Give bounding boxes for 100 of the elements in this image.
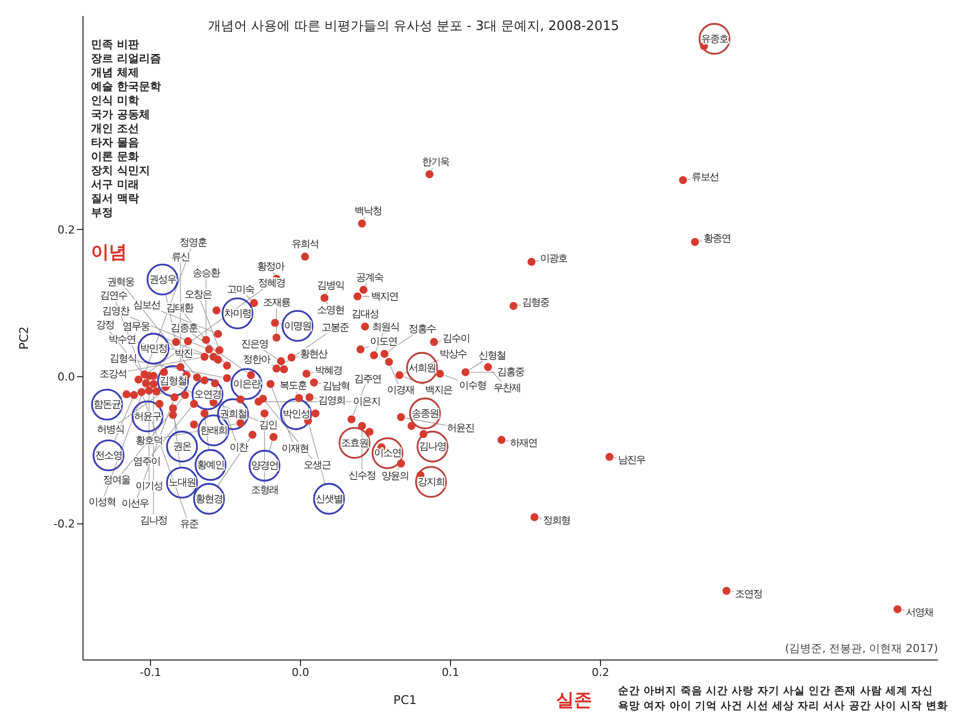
annotation: 허윤진 [447, 422, 474, 434]
annotation: 박인성 [282, 408, 310, 420]
annotation: 이광호 [540, 253, 568, 264]
annotation: 이은지 [352, 396, 380, 408]
annotation: 이수형 [459, 380, 486, 392]
annotation: 김대성 [352, 308, 378, 320]
annotation: 이찬 [229, 442, 248, 454]
annotation: 이재현 [282, 442, 309, 454]
annotation: 정혜경 [258, 278, 285, 289]
annotation: 백지연 [370, 290, 398, 302]
annotation: 유준 [180, 518, 199, 530]
annotation: 박상수 [440, 348, 468, 360]
annotation: 황정아 [257, 260, 286, 272]
annotation: 노대원 [168, 477, 196, 488]
annotation: 서희원 [408, 362, 436, 374]
y-tick-label: 0.2 [58, 223, 75, 236]
annotation: 김영희 [318, 395, 346, 406]
x-tick-label: 0.0 [292, 666, 310, 679]
annotation: 양경언 [251, 460, 278, 472]
x-tick-label: 0.2 [592, 666, 610, 679]
annotation: 서영채 [906, 607, 934, 618]
annotation: 황현산 [300, 348, 328, 360]
annotation: 황예인 [197, 459, 224, 470]
annotation: 권온 [173, 441, 192, 452]
annotation: 김나정 [140, 515, 167, 526]
annotation: 한래희 [200, 424, 227, 436]
annotation: 오생근 [303, 459, 332, 470]
annotation: 강지희 [418, 476, 444, 488]
text: 실존 [556, 690, 592, 711]
y-tick-label: -0.2 [54, 518, 75, 531]
annotation: 황현경 [196, 493, 222, 504]
annotation: 오연경 [194, 388, 221, 400]
annotation: 권희철 [220, 408, 246, 420]
text: 순간 아버지 죽음 시간 사랑 자기 사실 인간 존재 사람 세계 자신 욕망 여자 아이 기억 사건 시선 세상 자리 서사 공간 사이 시작 변화 [618, 685, 948, 712]
annotation: 염무웅 [122, 320, 150, 332]
annotation: 김형식 [109, 352, 136, 364]
annotation: 김남혁 [322, 380, 350, 392]
annotation: 전소영 [95, 450, 122, 461]
annotation: 김나영 [419, 441, 446, 452]
annotation: 조효원 [341, 437, 368, 448]
annotation: 신샛별 [316, 493, 342, 504]
annotation: 송승환 [192, 268, 220, 279]
annotation: 고미숙 [227, 284, 256, 295]
annotation: 김형중 [522, 297, 550, 308]
annotation: 신수정 [348, 470, 376, 481]
x-axis-title: PC1 [393, 693, 417, 707]
annotation: 김병익 [316, 280, 344, 292]
annotation: 김형철 [160, 376, 186, 387]
annotation: 유종호 [701, 33, 729, 44]
annotation: 김종훈 [170, 322, 198, 334]
annotation: 오창은 [184, 288, 213, 300]
annotation: 이념 [91, 242, 127, 263]
annotation: 이소연 [374, 448, 401, 459]
x-tick-label: -0.1 [140, 666, 162, 679]
annotation: 조재룡 [263, 296, 291, 308]
annotation: 정여울 [103, 474, 132, 486]
annotation: 정홍수 [408, 323, 436, 334]
annotation: 김수이 [442, 333, 470, 344]
annotation: 정영훈 [180, 237, 208, 248]
annotation: 권혁웅 [107, 276, 136, 288]
annotation: 류보선 [692, 171, 719, 182]
annotation: 공계숙 [356, 272, 384, 283]
annotation: 김영찬 [102, 306, 130, 317]
chart-title: 개념어 사용에 따른 비평가들의 유사성 분포 - 3대 문예지, 2008-2015 [208, 19, 620, 34]
annotation: 황호덕 [135, 434, 162, 446]
annotation: 정한아 [242, 354, 271, 366]
annotation: 정희형 [543, 515, 570, 526]
annotation: 양윤의 [382, 470, 409, 482]
text: 민족 비판 장르 리얼리즘 개념 체제 예술 한국문학 인식 미학 국가 공동체 개인 조선 타자 물음 이론 문화 장치 식민지 서구 미래 질서 맥락 부정 [91, 38, 161, 219]
annotation: 김연수 [100, 290, 128, 302]
x-tick-label: 0.1 [442, 666, 460, 679]
annotation: (김병준, 전봉관, 이현재 2017) [784, 642, 938, 655]
annotation: 고봉준 [322, 322, 350, 334]
annotation: 이명원 [284, 320, 311, 332]
annotation: 유희석 [292, 238, 318, 250]
annotation: 이경재 [387, 384, 414, 396]
annotation: 이은란 [233, 378, 261, 390]
annotation: 이성혁 [88, 496, 116, 508]
annotation: 차미령 [224, 308, 251, 319]
annotation: 하재연 [510, 438, 538, 449]
annotation: 박혜경 [315, 364, 342, 376]
annotation: 권성우 [149, 274, 177, 285]
annotation: 백지은 [424, 384, 453, 396]
annotation: 이선우 [121, 498, 150, 510]
annotation: 조연정 [735, 588, 762, 600]
annotation: 이도연 [370, 336, 398, 348]
annotation: 염주이 [133, 456, 160, 468]
annotation: 박수연 [108, 334, 136, 345]
annotation: 최원식 [372, 322, 400, 333]
annotation: 김태환 [166, 302, 194, 314]
annotation: 함돈균 [94, 399, 122, 410]
annotation: 백낙청 [354, 206, 382, 217]
y-axis-title: PC2 [17, 326, 31, 350]
annotation: 김주연 [354, 373, 381, 384]
annotation: 송종원 [412, 408, 438, 419]
annotation: 김인 [258, 420, 277, 431]
annotation: 우찬제 [493, 382, 520, 394]
annotation: 복도훈 [280, 380, 308, 392]
annotation: 류신 [172, 251, 190, 262]
annotation: 진은영 [240, 338, 268, 350]
